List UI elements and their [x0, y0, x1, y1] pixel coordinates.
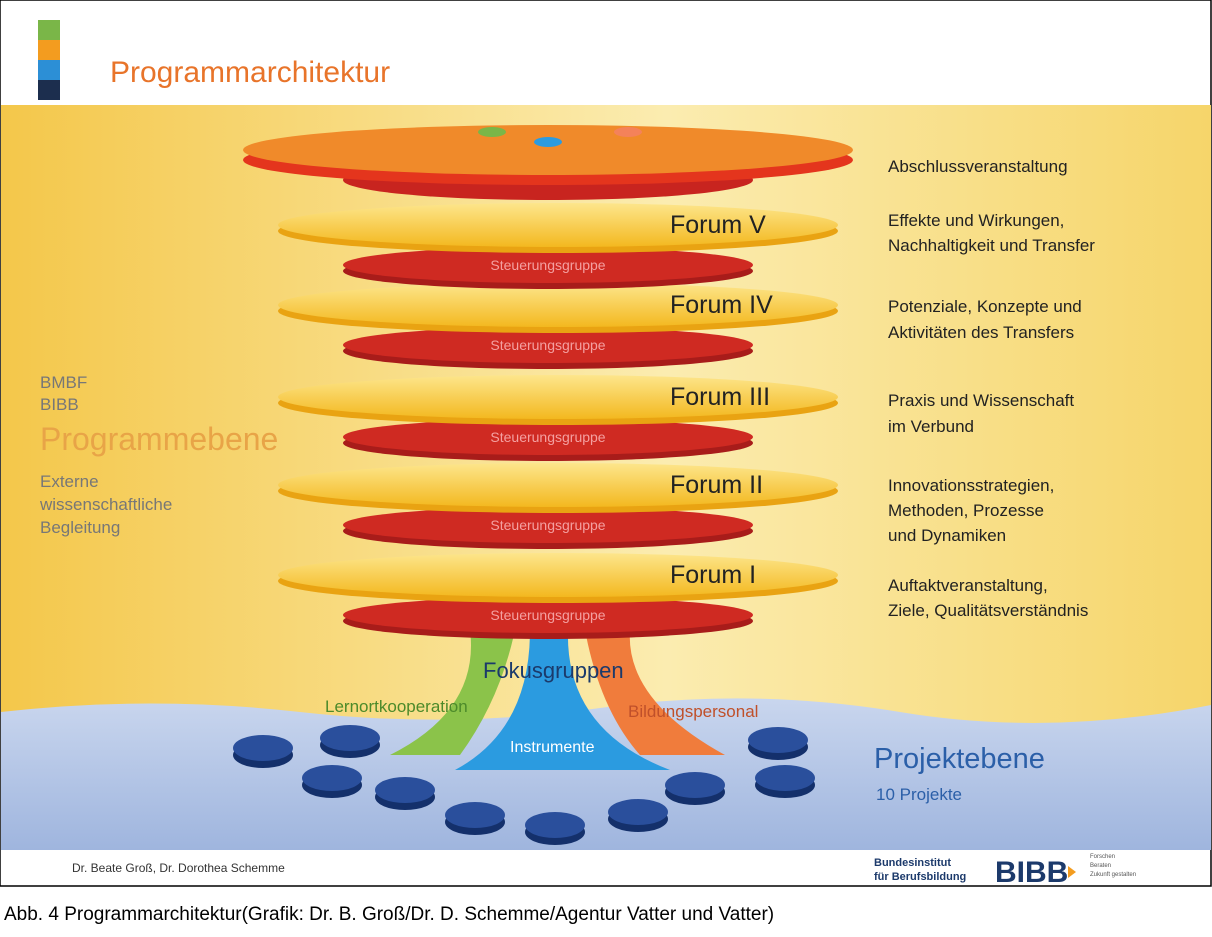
steering-label: Steuerungsgruppe: [490, 337, 605, 353]
forum-description: Aktivitäten des Transfers: [888, 323, 1074, 342]
project-disc: [375, 777, 435, 803]
forum-description: Praxis und Wissenschaft: [888, 391, 1074, 410]
steering-label: Steuerungsgruppe: [490, 429, 605, 445]
motto: Zukunft gestalten: [1090, 872, 1136, 878]
support: wissenschaftliche: [39, 495, 172, 514]
forum-label: Forum V: [670, 211, 766, 239]
forum-description: Nachhaltigkeit und Transfer: [888, 236, 1095, 255]
steering-label: Steuerungsgruppe: [490, 257, 605, 273]
project-disc: [608, 799, 668, 825]
program-label: Programmebene: [40, 421, 278, 457]
steering-label: Steuerungsgruppe: [490, 517, 605, 533]
forum-description: Auftaktveranstaltung,: [888, 576, 1048, 595]
institute: Bundesinstitut: [874, 857, 951, 869]
forum-label: Forum III: [670, 383, 770, 411]
forum-description: Innovationsstrategien,: [888, 476, 1054, 495]
forum-description: und Dynamiken: [888, 526, 1006, 545]
forum-label: Forum IV: [670, 291, 773, 319]
color-square: [38, 40, 60, 60]
marker: [614, 127, 642, 137]
forum-description: Effekte und Wirkungen,: [888, 211, 1064, 230]
actor: BIBB: [40, 395, 79, 414]
project-disc: [755, 765, 815, 791]
forum-description: Potenziale, Konzepte und: [888, 297, 1082, 316]
motto: Beraten: [1090, 863, 1111, 869]
project-label: Projektebene: [874, 743, 1045, 775]
project-disc: [525, 812, 585, 838]
project-disc: [320, 725, 380, 751]
focus-group: Bildungspersonal: [628, 702, 758, 721]
title: Programmarchitektur: [110, 56, 390, 89]
support: Externe: [40, 472, 99, 491]
forum-description: Methoden, Prozesse: [888, 501, 1044, 520]
project-disc: [748, 727, 808, 753]
forum-label: Forum II: [670, 471, 763, 499]
forum-description: Ziele, Qualitätsverständnis: [888, 601, 1088, 620]
authors: Dr. Beate Groß, Dr. Dorothea Schemme: [72, 861, 285, 875]
focus-label: Fokusgruppen: [483, 658, 624, 683]
actor: BMBF: [40, 373, 87, 392]
forum-label: Forum I: [670, 561, 756, 589]
project-disc: [445, 802, 505, 828]
marker: [478, 127, 506, 137]
color-square: [38, 80, 60, 100]
marker: [534, 137, 562, 147]
project-count: 10 Projekte: [876, 785, 962, 804]
motto: Forschen: [1090, 854, 1115, 860]
project-disc: [233, 735, 293, 761]
caption: Abb. 4 Programmarchitektur(Grafik: Dr. B…: [4, 904, 774, 925]
level-label: Abschlussveranstaltung: [888, 157, 1068, 176]
project-disc: [665, 772, 725, 798]
color-square: [38, 60, 60, 80]
color-square: [38, 20, 60, 40]
forum-description: im Verbund: [888, 417, 974, 436]
logo: BIBB: [995, 856, 1068, 889]
focus-group: Lernortkooperation: [325, 697, 468, 716]
steering-label: Steuerungsgruppe: [490, 607, 605, 623]
slide: Programmarchitektur Steuerungsgruppe Foru…: [0, 0, 1212, 932]
institute: für Berufsbildung: [874, 871, 966, 883]
top-disc: [243, 125, 853, 175]
support: Begleitung: [40, 518, 120, 537]
page: Programmarchitektur Steuerungsgruppe Foru…: [0, 0, 1212, 932]
focus-group: Instrumente: [510, 739, 595, 756]
project-disc: [302, 765, 362, 791]
